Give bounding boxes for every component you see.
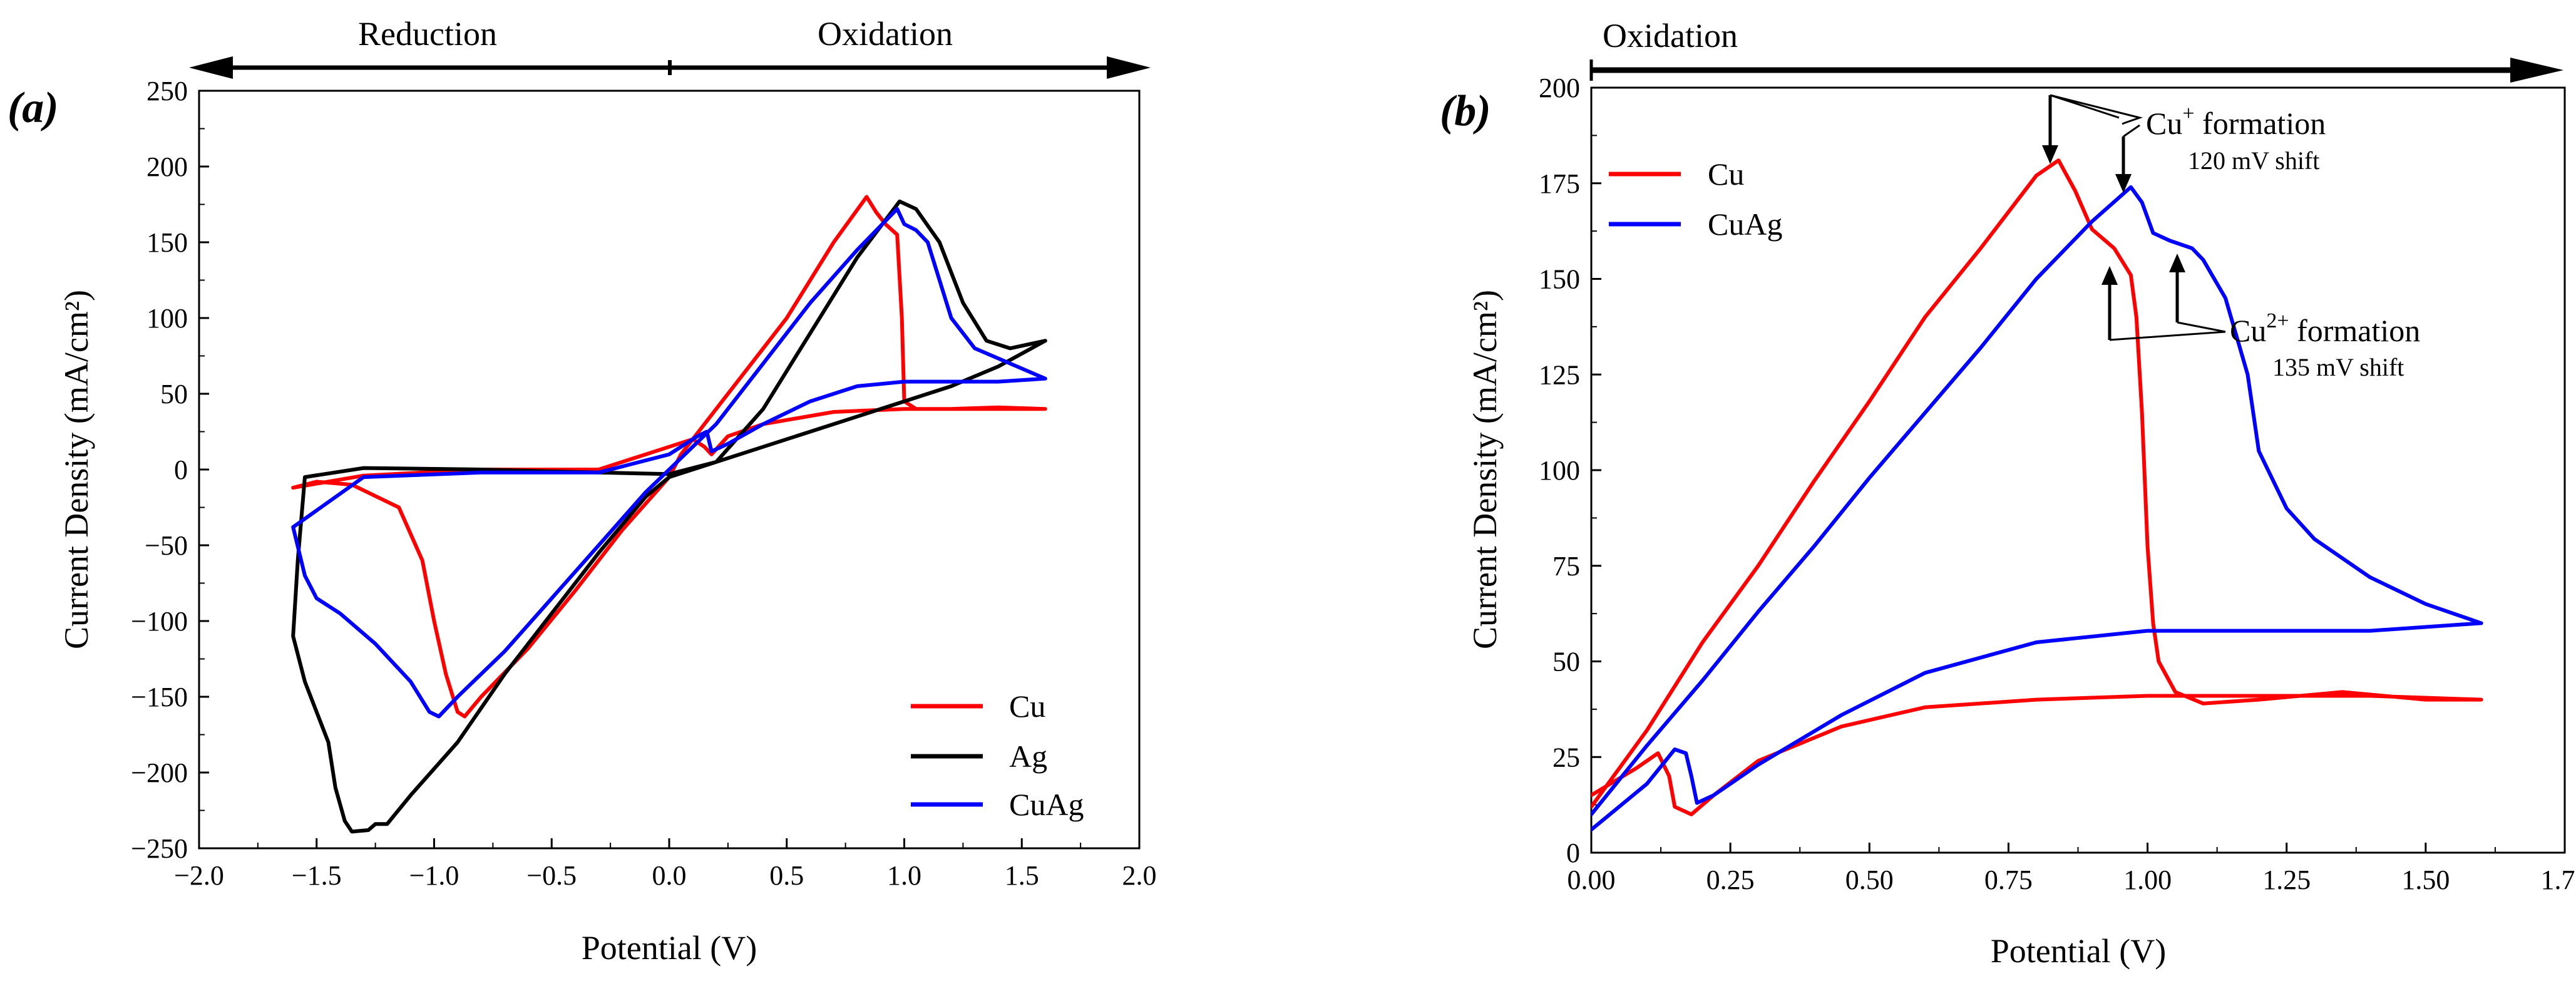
- panel-a-legend-label-cu: Cu: [1009, 689, 1045, 724]
- panel-a-x-tick-label-5: 0.5: [769, 860, 804, 891]
- panel-a-y-axis-label: Current Density (mA/cm²): [58, 290, 95, 649]
- panel-a-x-tick-label-4: 0.0: [652, 860, 687, 891]
- annotation-cu-plus-shift: 120 mV shift: [2188, 146, 2319, 175]
- panel-b-axis-ticks: 0.00 0.25 0.50 0.75 1.00 1.25 1.50 1.75 0 25 50 75 1…: [1539, 73, 2576, 895]
- panel-a-x-tick-label-2: −1.0: [409, 860, 459, 891]
- panel-b-x-tick-label-2: 0.50: [1845, 865, 1894, 895]
- panel-b-y-tick-label-0: 0: [1566, 838, 1580, 868]
- annotation-cu-plus-arrowhead-1: [2042, 145, 2058, 164]
- panel-b-y-tick-label-6: 150: [1539, 264, 1580, 295]
- annotation-cu-plus-arrowhead-2: [2115, 174, 2132, 193]
- panel-b-y-tick-label-3: 75: [1552, 551, 1580, 582]
- panel-b-x-tick-label-3: 0.75: [1984, 865, 2033, 895]
- annotation-cu-2plus-title: Cu2+ formation: [2230, 309, 2420, 348]
- panel-a-x-tick-label-7: 1.5: [1005, 860, 1039, 891]
- annotation-cu-2plus-arrowhead-1: [2101, 266, 2118, 285]
- panel-b-x-tick-label-7: 1.75: [2541, 865, 2576, 895]
- annotation-cu-plus-leader-b: [2123, 124, 2140, 138]
- panel-a-legend: Cu Ag CuAg: [911, 689, 1084, 822]
- panel-a-x-tick-label-8: 2.0: [1122, 860, 1157, 891]
- panel-b-x-tick-label-1: 0.25: [1706, 865, 1755, 895]
- panel-a-y-tick-label-7: 100: [146, 303, 188, 334]
- panel-a-arrow-right-head: [1107, 56, 1151, 79]
- annotation-cu-2plus-arrowhead-2: [2169, 254, 2185, 272]
- panel-b-annotation-cu-plus: Cu+ formation 120 mV shift: [2042, 94, 2326, 193]
- panel-a-y-tick-label-3: −100: [131, 606, 188, 637]
- panel-b-x-axis-label: Potential (V): [1991, 932, 2166, 970]
- panel-b-series-group: [1591, 158, 2483, 832]
- panel-a-direction-arrow: Reduction Oxidation: [189, 15, 1151, 79]
- panel-a-arrow-left-head: [189, 56, 233, 79]
- panel-a-y-tick-label-9: 200: [146, 152, 188, 182]
- panel-a-x-tick-label-6: 1.0: [887, 860, 921, 891]
- annotation-cu-2plus-leader-a: [2109, 331, 2226, 341]
- panel-a-y-tick-label-1: −200: [131, 758, 188, 788]
- panel-a-y-tick-label-6: 50: [160, 379, 188, 409]
- panel-a-y-tick-label-4: −50: [145, 530, 188, 561]
- panel-b-legend: Cu CuAg: [1609, 157, 1782, 242]
- panel-a-reduction-label: Reduction: [358, 15, 497, 53]
- panel-a-x-axis-label: Potential (V): [582, 929, 757, 967]
- annotation-cu-plus-leader-a: [2050, 94, 2120, 119]
- panel-a-y-tick-label-5: 0: [174, 455, 188, 485]
- panel-a-oxidation-label: Oxidation: [818, 15, 953, 53]
- panel-b-x-tick-label-5: 1.25: [2262, 865, 2311, 895]
- panel-a-x-tick-label-1: −1.5: [292, 860, 342, 891]
- panel-a-y-tick-label-10: 250: [146, 76, 188, 106]
- panel-b-y-tick-label-8: 200: [1539, 73, 1580, 103]
- panel-a-x-tick-label-0: −2.0: [174, 860, 224, 891]
- annotation-cu-2plus-shift: 135 mV shift: [2272, 353, 2404, 381]
- panel-b-series-cuag: [1591, 185, 2483, 832]
- panel-a-y-tick-label-0: −250: [131, 833, 188, 864]
- panel-a-series-ag: [291, 199, 1047, 834]
- annotation-cu-plus-leader: [2050, 94, 2143, 125]
- panel-b-series-cu: [1591, 158, 2483, 816]
- annotation-cu-2plus-leader-b: [2177, 321, 2226, 333]
- chart-panel-b: (b) Oxidation 0.00 0.25 0.50 0.75 1.00 1.25 1.…: [1440, 17, 2576, 970]
- panel-b-x-tick-label-4: 1.00: [2123, 865, 2172, 895]
- panel-b-y-tick-label-2: 50: [1552, 647, 1580, 677]
- panel-b-oxidation-label: Oxidation: [1603, 17, 1738, 54]
- panel-b-y-tick-label-4: 100: [1539, 455, 1580, 486]
- panel-b-legend-label-cuag: CuAg: [1708, 207, 1782, 242]
- panel-b-annotation-cu-2plus: Cu2+ formation 135 mV shift: [2101, 254, 2420, 381]
- panel-a-series-group: [291, 195, 1047, 834]
- panel-a-legend-label-ag: Ag: [1009, 739, 1047, 774]
- panel-a-legend-label-cuag: CuAg: [1009, 787, 1084, 822]
- panel-b-label: (b): [1440, 87, 1491, 135]
- annotation-cu-plus-title: Cu+ formation: [2146, 102, 2326, 141]
- panel-b-plot-frame: [1590, 86, 2566, 854]
- panel-b-y-tick-label-1: 25: [1552, 742, 1580, 773]
- panel-a-y-tick-label-2: −150: [131, 682, 188, 712]
- chart-panel-a: (a) Reduction Oxidation −2.0 −1.5 −1.0 −0.5…: [8, 15, 1157, 967]
- panel-a-x-tick-label-3: −0.5: [526, 860, 577, 891]
- panel-a-y-tick-label-8: 150: [146, 227, 188, 258]
- panel-a-label: (a): [8, 84, 59, 132]
- panel-b-x-tick-label-6: 1.50: [2401, 865, 2450, 895]
- panel-b-y-tick-label-5: 125: [1539, 359, 1580, 390]
- panel-b-x-tick-label-0: 0.00: [1568, 865, 1616, 895]
- panel-a-axis-ticks: −2.0 −1.5 −1.0 −0.5 0.0 0.5 1.0 1.5 2.0 −250 −200 −…: [131, 76, 1156, 891]
- panel-a-series-cuag: [291, 207, 1047, 719]
- panel-a-series-cu: [291, 195, 1047, 719]
- panel-b-y-tick-label-7: 175: [1539, 168, 1580, 199]
- panel-b-arrow-head: [2510, 58, 2563, 83]
- panel-b-y-axis-label: Current Density (mA/cm²): [1466, 290, 1504, 649]
- panel-b-direction-arrow: Oxidation: [1589, 17, 2563, 83]
- panel-b-legend-label-cu: Cu: [1708, 157, 1744, 192]
